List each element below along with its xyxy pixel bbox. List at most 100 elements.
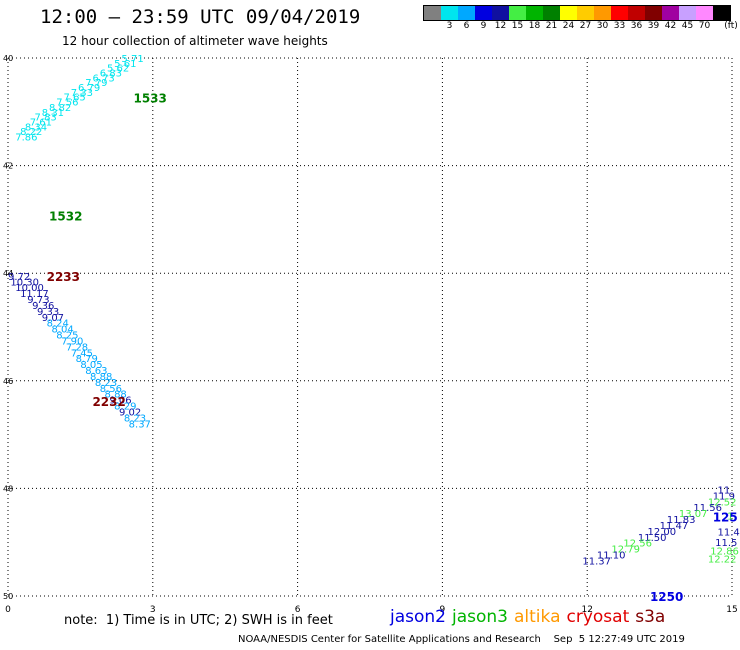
legend-entry-s3a: s3a: [635, 607, 666, 627]
wave-height-value: 7.65: [64, 93, 86, 104]
color-scale-label: 3: [446, 21, 453, 31]
color-scale-label: 39: [647, 21, 660, 31]
lat-tick-label: 46: [3, 377, 13, 386]
pass-time-label: 125: [713, 510, 738, 524]
color-swatch: [679, 6, 696, 20]
satellite-legend: jason2 jason3 altika cryosat s3a: [390, 607, 671, 627]
color-swatch: [611, 6, 628, 20]
wave-height-value: 9.02: [119, 407, 141, 418]
color-scale-labels: 3 6 9 12 15 18 21 24 27 30 33 36 39 42 45 70 (ft): [423, 21, 740, 35]
wave-height-value: 11.5: [715, 538, 737, 549]
wave-height-value: 8.23: [95, 378, 117, 389]
wave-height-value: 6.79: [78, 83, 100, 94]
wave-height-value: 9.06: [109, 396, 131, 407]
footer-credit: NOAA/NESDIS Center for Satellite Applica…: [238, 634, 685, 645]
lon-tick-label: 6: [295, 605, 301, 615]
legend-entry-jason2: jason2: [390, 607, 446, 627]
color-swatch: [424, 6, 441, 20]
color-swatch: [713, 6, 730, 20]
wave-height-value: 9.72: [8, 272, 30, 283]
lon-tick-label: 3: [150, 605, 156, 615]
color-swatch: [509, 6, 526, 20]
wave-height-value: 9.07: [42, 313, 64, 324]
wave-height-value: 11: [718, 485, 731, 496]
wave-height-value: 8.25: [56, 331, 78, 342]
wave-height-value: 7.86: [15, 133, 37, 144]
lat-tick-label: 42: [3, 162, 13, 171]
wave-height-value: 8.05: [80, 360, 102, 371]
wave-height-value: 9.36: [32, 301, 54, 312]
wave-height-value: 5.71: [121, 54, 143, 65]
color-scale-unit: (ft): [724, 21, 738, 31]
wave-height-value: 12.56: [623, 539, 652, 550]
color-scale-label: 15: [511, 21, 524, 31]
color-swatch: [577, 6, 594, 20]
page-subtitle: 12 hour collection of altimeter wave hei…: [62, 34, 328, 48]
color-swatch: [696, 6, 713, 20]
color-swatch: [628, 6, 645, 20]
wave-height-value: 13.07: [679, 509, 708, 520]
color-scale-label: 42: [664, 21, 677, 31]
wave-height-value: 12.86: [710, 546, 739, 557]
wave-height-value: 8.88: [105, 390, 127, 401]
color-swatch: [645, 6, 662, 20]
color-scale-label: 9: [480, 21, 487, 31]
wave-height-value: 5.62: [107, 64, 129, 75]
wave-height-value: 11.17: [20, 289, 49, 300]
wave-height-value: 8.56: [100, 384, 122, 395]
lon-tick-label: 15: [726, 605, 737, 615]
wave-height-value: 8.88: [90, 372, 112, 383]
lon-tick-label: 0: [5, 605, 11, 615]
wave-height-value: 11.4: [718, 527, 740, 538]
wave-height-value: 11.9: [713, 491, 735, 502]
wave-height-value: 8.31: [42, 108, 64, 119]
lon-tick-label: 9: [440, 605, 446, 615]
wave-height-value: 7.61: [30, 117, 52, 128]
wave-height-value: 11.10: [597, 551, 626, 562]
pass-time-label: 1533: [133, 91, 166, 105]
wave-height-value: 8.79: [76, 354, 98, 365]
wave-height-value: 10.30: [10, 277, 39, 288]
wave-height-value: 9.73: [27, 295, 49, 306]
color-swatch: [458, 6, 475, 20]
color-swatch: [662, 6, 679, 20]
wave-height-value: 8.23: [124, 413, 146, 424]
color-scale-label: 27: [579, 21, 592, 31]
pass-time-label: 1250: [650, 590, 683, 604]
lon-tick-label: 12: [581, 605, 592, 615]
wave-height-value: 8.22: [20, 127, 42, 138]
wave-height-value: 8.63: [85, 366, 107, 377]
wave-height-value: 12.79: [611, 545, 640, 556]
wave-height-value: 11.37: [582, 556, 611, 567]
units-note: note: 1) Time is in UTC; 2) SWH is in fe…: [64, 613, 333, 628]
wave-height-value: 7.28: [66, 342, 88, 353]
wave-height-value: 7.33: [71, 88, 93, 99]
color-scale-label: 24: [562, 21, 575, 31]
lat-tick-label: 40: [3, 54, 13, 63]
wave-height-value: 6.73: [92, 73, 114, 84]
wave-height-value: 9.33: [37, 307, 59, 318]
wave-height-value: 7.90: [61, 336, 83, 347]
color-scale-label: 45: [681, 21, 694, 31]
wave-height-value: 7.45: [71, 348, 93, 359]
color-scale-label: 6: [463, 21, 470, 31]
color-swatch: [543, 6, 560, 20]
color-scale-label: 18: [528, 21, 541, 31]
lat-tick-label: 44: [3, 269, 13, 278]
wave-height-value: 11.50: [638, 533, 667, 544]
color-scale-label: 12: [494, 21, 507, 31]
lat-tick-label: 50: [3, 592, 13, 601]
pass-time-label: 2233: [47, 270, 80, 284]
color-swatch: [560, 6, 577, 20]
wave-height-value: 5.61: [114, 59, 136, 70]
wave-height-value: 12.00: [648, 527, 677, 538]
wave-height-value: 11.56: [693, 503, 722, 514]
color-swatch: [492, 6, 509, 20]
color-scale-label: 21: [545, 21, 558, 31]
wave-height-value: 6.83: [100, 69, 122, 80]
wave-height-value: 8.04: [51, 325, 73, 336]
color-scale-label: 70: [698, 21, 711, 31]
color-scale-bar: [423, 5, 731, 21]
wave-height-value: 7.56: [56, 98, 78, 109]
